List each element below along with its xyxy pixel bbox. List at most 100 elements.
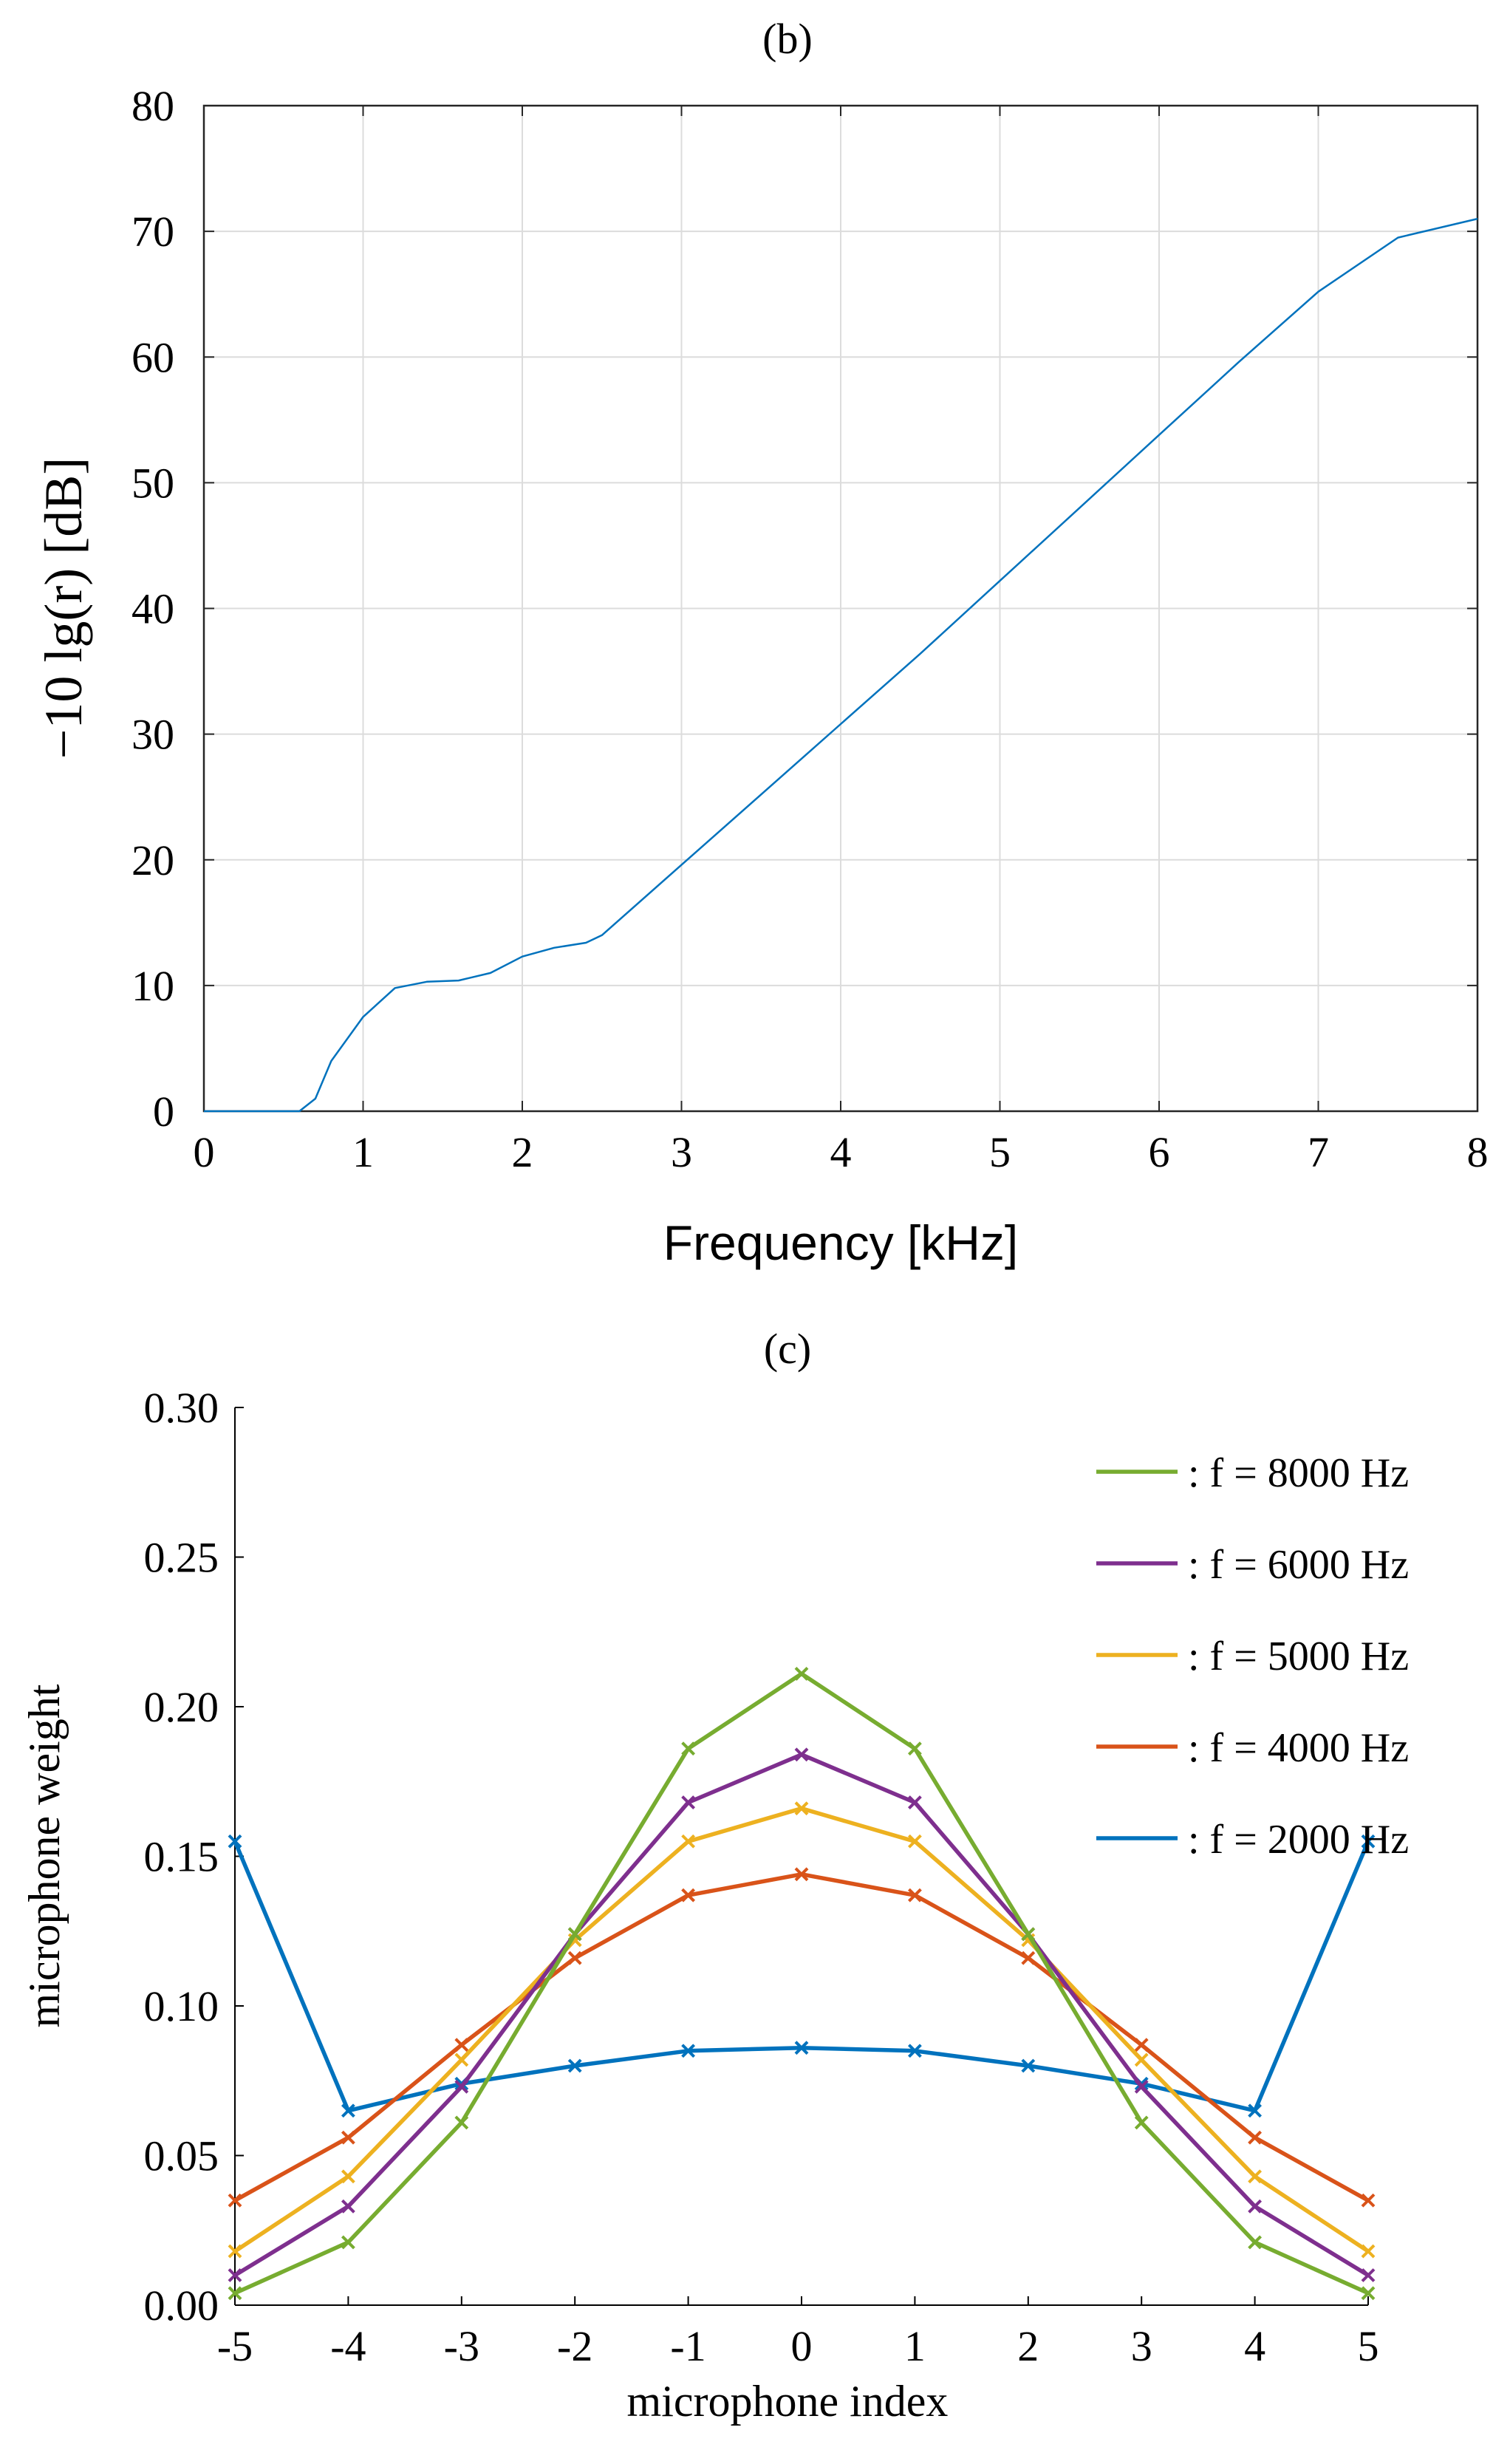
chart-c-series-3 xyxy=(228,1867,1376,2208)
chart-c-legend-label: : f = 5000 Hz xyxy=(1188,1634,1409,1679)
chart-c-data-point xyxy=(907,1741,922,1756)
chart-c-x-tick-label: -2 xyxy=(557,2322,592,2370)
chart-c-data-point xyxy=(907,1834,922,1849)
chart-b-grid xyxy=(204,106,1477,1111)
chart-c-legend-label: : f = 4000 Hz xyxy=(1188,1725,1409,1771)
chart-c-series-0 xyxy=(228,1667,1376,2301)
chart-c-legend-label: : f = 6000 Hz xyxy=(1188,1542,1409,1588)
chart-c-data-point xyxy=(1361,1834,1376,1849)
chart-c-y-tick-label: 0.25 xyxy=(144,1534,219,1582)
chart-c-y-tick-label: 0.15 xyxy=(144,1833,219,1881)
chart-c-data-point xyxy=(341,2130,355,2145)
chart-c-data-point xyxy=(567,1927,582,1942)
chart-c-y-tick-label: 0.05 xyxy=(144,2132,219,2180)
chart-c-y-tick-label: 0.00 xyxy=(144,2282,219,2330)
chart-c-data-point xyxy=(1248,2199,1263,2214)
chart-b-y-tick-label: 80 xyxy=(131,82,174,130)
chart-c-x-tick-label: 1 xyxy=(904,2322,926,2370)
chart-c-data-point xyxy=(1361,2244,1376,2259)
chart-c-data-point xyxy=(341,2235,355,2250)
chart-c-series xyxy=(228,1667,1376,2301)
chart-c-x-tick-label: 3 xyxy=(1131,2322,1152,2370)
chart-c-data-point xyxy=(1021,2058,1036,2073)
chart-b-y-tick-label: 60 xyxy=(131,333,174,381)
chart-b-x-tick-label: 7 xyxy=(1308,1128,1329,1176)
chart-c-data-point xyxy=(1134,2038,1149,2052)
chart-b-x-tick-label: 6 xyxy=(1149,1128,1170,1176)
chart-c-y-tick-label: 0.30 xyxy=(144,1384,219,1432)
chart-c-title: (c) xyxy=(764,1325,811,1373)
chart-b-y-tick-label: 70 xyxy=(131,208,174,256)
chart-c-x-tick-label: 4 xyxy=(1244,2322,1265,2370)
chart-c-legend-label: : f = 2000 Hz xyxy=(1188,1817,1409,1863)
chart-c-data-point xyxy=(454,2115,469,2130)
chart-c-data-point xyxy=(1248,2103,1263,2118)
chart-c-data-point xyxy=(1361,2193,1376,2208)
chart-c-data-point xyxy=(1134,2079,1149,2094)
chart-c-data-point xyxy=(681,1795,696,1810)
chart-b-y-tick-label: 30 xyxy=(131,711,174,759)
chart-c-ticks: -5 -4 -3 -2 -1 0 1 2 3 4 5 0.00 0.05 0.10 0.15 0.20 0.25… xyxy=(144,1384,1379,2370)
chart-c-data-point xyxy=(794,1667,809,1681)
chart-c-data-point xyxy=(1021,1927,1036,1942)
chart-c-y-tick-label: 0.20 xyxy=(144,1683,219,1731)
chart-c-data-point xyxy=(1361,2268,1376,2282)
chart-c-x-tick-label: -5 xyxy=(217,2322,253,2370)
chart-c-data-point xyxy=(907,1795,922,1810)
chart-b-title: (b) xyxy=(762,15,813,63)
chart-c-series-4 xyxy=(228,1834,1376,2118)
chart-c-data-point xyxy=(341,2103,355,2118)
chart-c-data-point xyxy=(228,2244,242,2259)
chart-b-x-tick-label: 4 xyxy=(830,1128,852,1176)
chart-c-data-point xyxy=(681,2044,696,2058)
chart-b-x-tick-label: 8 xyxy=(1467,1128,1489,1176)
chart-c-data-point xyxy=(454,2038,469,2052)
chart-c-data-point xyxy=(567,1951,582,1965)
chart-c-data-point xyxy=(1134,2115,1149,2130)
chart-c-data-point xyxy=(907,1888,922,1902)
chart-c-data-point xyxy=(1248,2169,1263,2184)
chart-c-data-point xyxy=(228,2193,242,2208)
chart-c-x-tick-label: -1 xyxy=(670,2322,706,2370)
chart-c-data-point xyxy=(681,1834,696,1849)
chart-c-x-tick-label: 2 xyxy=(1017,2322,1039,2370)
chart-b-x-tick-label: 1 xyxy=(352,1128,374,1176)
chart-c-data-point xyxy=(794,2041,809,2055)
chart-c-data-point xyxy=(1134,2052,1149,2067)
chart-c-data-point xyxy=(681,1888,696,1902)
chart-c-xlabel: microphone index xyxy=(627,2377,949,2426)
chart-c-x-tick-label: -4 xyxy=(330,2322,366,2370)
chart-c: (c) -5 -4 -3 -2 -1 0 1 2 3 4 5 0.00 0.05 0.10 0.15 0.20… xyxy=(20,1325,1409,2426)
chart-c-legend: : f = 8000 Hz: f = 6000 Hz: f = 5000 Hz:… xyxy=(1096,1450,1409,1863)
chart-c-data-point xyxy=(1248,2235,1263,2250)
chart-b-x-tick-label: 5 xyxy=(989,1128,1011,1176)
chart-c-data-point xyxy=(228,1834,242,1849)
chart-c-x-tick-label: 0 xyxy=(791,2322,813,2370)
chart-c-data-point xyxy=(794,1747,809,1762)
chart-b-y-tick-label: 40 xyxy=(131,585,174,633)
chart-c-data-point xyxy=(907,2044,922,2058)
chart-c-series-line xyxy=(233,1872,1370,2202)
chart-c-data-point xyxy=(228,2286,242,2301)
chart-c-data-point xyxy=(341,2199,355,2214)
chart-c-x-tick-label: 5 xyxy=(1358,2322,1379,2370)
chart-c-data-point xyxy=(341,2169,355,2184)
chart-c-data-point xyxy=(794,1867,809,1882)
chart-c-y-tick-label: 0.10 xyxy=(144,1982,219,2030)
chart-b-y-tick-label: 20 xyxy=(131,836,174,884)
chart-c-data-point xyxy=(567,2058,582,2073)
chart-b-x-tick-label: 3 xyxy=(671,1128,692,1176)
chart-c-data-point xyxy=(1021,1951,1036,1965)
chart-b-ylabel: −10 lg(r) [dB] xyxy=(34,457,93,760)
chart-b-y-tick-label: 0 xyxy=(153,1088,174,1136)
chart-b-series-line xyxy=(204,217,1478,1113)
chart-b-y-tick-label: 50 xyxy=(131,459,174,507)
chart-b-x-tick-label: 0 xyxy=(194,1128,215,1176)
chart-c-data-point xyxy=(794,1801,809,1816)
chart-c-data-point xyxy=(681,1741,696,1756)
chart-c-series-2 xyxy=(228,1801,1376,2259)
chart-c-x-tick-label: -3 xyxy=(444,2322,479,2370)
chart-b-xlabel: Frequency [kHz] xyxy=(663,1215,1019,1270)
chart-c-data-point xyxy=(1361,2286,1376,2301)
